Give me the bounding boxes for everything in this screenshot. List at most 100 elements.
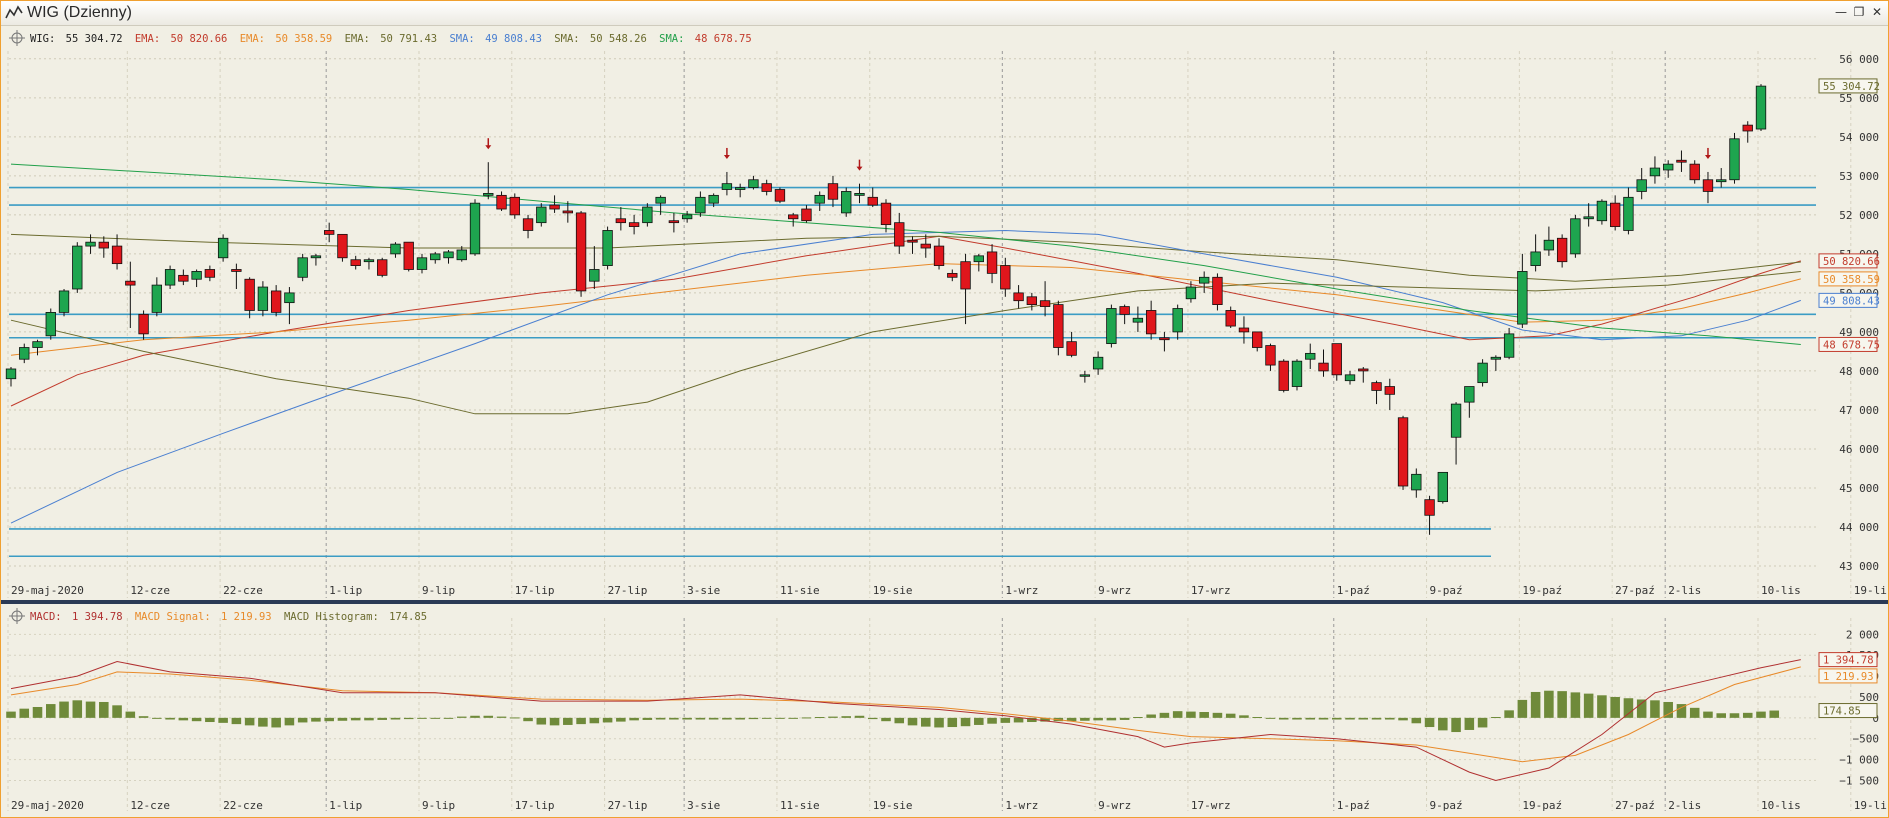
candle-body[interactable] bbox=[867, 196, 878, 206]
candle-body[interactable] bbox=[1397, 417, 1409, 487]
restore-icon[interactable]: ❐ bbox=[1853, 5, 1865, 19]
candle-body[interactable] bbox=[19, 347, 30, 360]
candle-body[interactable] bbox=[191, 271, 202, 280]
candle-body[interactable] bbox=[1424, 499, 1435, 516]
candle-body[interactable] bbox=[655, 196, 666, 204]
candle-body[interactable] bbox=[1053, 304, 1064, 348]
candle-body[interactable] bbox=[257, 286, 269, 311]
candle-body[interactable] bbox=[589, 269, 600, 282]
candle-body[interactable] bbox=[1543, 239, 1555, 251]
candle-body[interactable] bbox=[1000, 265, 1011, 290]
candle-body[interactable] bbox=[933, 245, 945, 266]
candle-body[interactable] bbox=[575, 212, 587, 292]
candle-body[interactable] bbox=[1318, 362, 1329, 372]
candle-body[interactable] bbox=[244, 278, 255, 311]
candle-body[interactable] bbox=[1119, 306, 1130, 315]
candle-body[interactable] bbox=[1145, 310, 1157, 335]
candle-body[interactable] bbox=[907, 239, 918, 243]
candle-body[interactable] bbox=[1305, 352, 1316, 360]
macd-line[interactable] bbox=[10, 659, 1801, 782]
candle-body[interactable] bbox=[681, 214, 693, 220]
candle-body[interactable] bbox=[1596, 200, 1608, 222]
candle-body[interactable] bbox=[628, 222, 640, 227]
candle-body[interactable] bbox=[708, 194, 719, 204]
candle-body[interactable] bbox=[1663, 163, 1674, 171]
candle-body[interactable] bbox=[1106, 308, 1117, 345]
candle-body[interactable] bbox=[1464, 386, 1475, 403]
candle-body[interactable] bbox=[894, 222, 905, 247]
candle-body[interactable] bbox=[456, 249, 467, 261]
title-bar[interactable]: WIG (Dzienny) — ❐ ✕ bbox=[1, 1, 1888, 26]
candle-body[interactable] bbox=[1344, 374, 1356, 382]
candle-body[interactable] bbox=[814, 194, 825, 204]
panel-separator[interactable] bbox=[1, 600, 1888, 604]
candle-body[interactable] bbox=[1185, 286, 1197, 300]
candle-body[interactable] bbox=[416, 257, 428, 270]
candle-body[interactable] bbox=[1556, 237, 1568, 263]
candle-body[interactable] bbox=[1517, 271, 1528, 325]
candle-body[interactable] bbox=[960, 261, 971, 290]
candle-body[interactable] bbox=[841, 191, 852, 214]
candle-body[interactable] bbox=[350, 259, 361, 266]
candle-body[interactable] bbox=[1092, 356, 1104, 370]
candle-body[interactable] bbox=[854, 193, 865, 196]
candle-body[interactable] bbox=[231, 269, 242, 272]
candle-body[interactable] bbox=[98, 241, 109, 249]
candle-body[interactable] bbox=[1079, 374, 1091, 377]
candle-body[interactable] bbox=[1172, 308, 1183, 333]
candle-body[interactable] bbox=[1623, 196, 1634, 231]
candle-body[interactable] bbox=[1570, 218, 1581, 255]
candle-body[interactable] bbox=[1238, 327, 1250, 333]
candle-body[interactable] bbox=[1755, 85, 1767, 130]
candle-body[interactable] bbox=[1477, 362, 1488, 384]
candle-body[interactable] bbox=[443, 251, 454, 259]
candle-body[interactable] bbox=[164, 269, 176, 286]
indicator-line-sma[interactable] bbox=[10, 163, 1801, 345]
candle-body[interactable] bbox=[1212, 276, 1223, 305]
candle-body[interactable] bbox=[509, 196, 520, 216]
candle-body[interactable] bbox=[734, 187, 746, 190]
indicator-line-ema[interactable] bbox=[10, 263, 1801, 356]
candle-body[interactable] bbox=[483, 193, 494, 196]
candle-body[interactable] bbox=[1490, 356, 1502, 360]
candle-body[interactable] bbox=[1252, 331, 1263, 348]
candle-body[interactable] bbox=[1411, 473, 1422, 491]
candle-body[interactable] bbox=[45, 312, 56, 337]
candle-body[interactable] bbox=[642, 206, 653, 224]
candle-body[interactable] bbox=[1583, 216, 1594, 220]
candle-body[interactable] bbox=[1636, 179, 1647, 192]
candle-body[interactable] bbox=[324, 230, 335, 235]
candle-body[interactable] bbox=[801, 208, 812, 222]
candle-body[interactable] bbox=[111, 245, 123, 265]
candle-body[interactable] bbox=[1702, 179, 1714, 192]
candle-body[interactable] bbox=[562, 210, 573, 214]
candle-body[interactable] bbox=[615, 218, 627, 224]
candle-body[interactable] bbox=[138, 313, 149, 335]
candle-body[interactable] bbox=[284, 292, 295, 304]
candle-body[interactable] bbox=[270, 290, 282, 313]
indicator-line-sma[interactable] bbox=[10, 271, 1801, 415]
candle-body[interactable] bbox=[204, 269, 216, 278]
crosshair-icon[interactable] bbox=[9, 608, 25, 624]
candle-body[interactable] bbox=[310, 255, 322, 259]
candle-body[interactable] bbox=[1358, 368, 1369, 372]
candle-body[interactable] bbox=[827, 183, 839, 200]
candle-body[interactable] bbox=[1503, 333, 1515, 358]
candle-body[interactable] bbox=[5, 368, 17, 380]
candle-body[interactable] bbox=[1039, 300, 1051, 307]
candle-body[interactable] bbox=[151, 284, 163, 313]
candle-body[interactable] bbox=[403, 241, 414, 270]
candle-body[interactable] bbox=[522, 218, 534, 231]
candle-body[interactable] bbox=[58, 290, 70, 313]
candle-body[interactable] bbox=[986, 251, 998, 274]
candle-body[interactable] bbox=[1159, 337, 1170, 341]
candle-body[interactable] bbox=[602, 230, 613, 266]
candle-body[interactable] bbox=[1066, 341, 1077, 356]
candle-body[interactable] bbox=[1649, 167, 1661, 177]
candle-body[interactable] bbox=[1742, 124, 1753, 132]
candle-body[interactable] bbox=[1609, 202, 1621, 227]
candle-body[interactable] bbox=[947, 272, 958, 278]
candle-body[interactable] bbox=[1199, 276, 1210, 284]
candle-body[interactable] bbox=[920, 243, 931, 249]
candle-body[interactable] bbox=[549, 204, 560, 210]
